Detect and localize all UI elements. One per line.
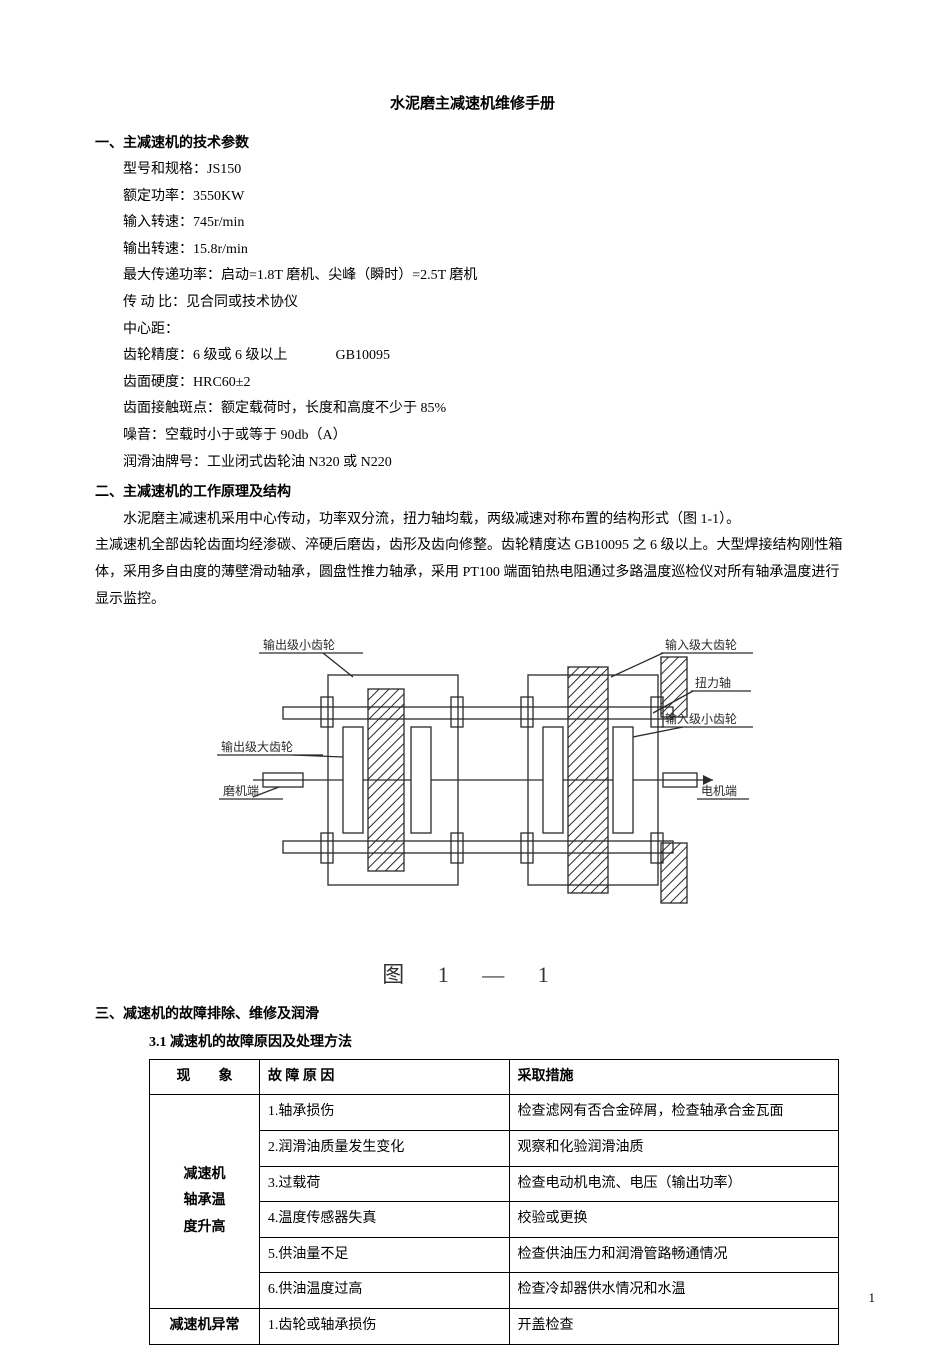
page-number: 1 bbox=[869, 1286, 876, 1311]
label-motor-end: 电机端 bbox=[701, 784, 737, 798]
ph-g1-l2: 轴承温 bbox=[158, 1188, 251, 1215]
param-oil-label: 润滑油牌号： bbox=[123, 455, 207, 470]
cause-cell: 4.温度传感器失真 bbox=[259, 1202, 509, 1238]
action-cell: 检查电动机电流、电压（输出功率） bbox=[509, 1166, 839, 1202]
th-action: 采取措施 bbox=[509, 1059, 839, 1095]
param-noise-value: 空载时小于或等于 90db（A） bbox=[165, 428, 347, 443]
section2-para2: 主减速机全部齿轮齿面均经渗碳、淬硬后磨齿，齿形及齿向修整。齿轮精度达 GB100… bbox=[95, 533, 850, 613]
section3-heading: 三、减速机的故障排除、维修及润滑 bbox=[95, 1002, 850, 1029]
param-hard-label: 齿面硬度： bbox=[123, 375, 193, 390]
gearbox-diagram-icon: 输出级小齿轮 输入级大齿轮 扭力轴 输入级小齿轮 输出级大齿轮 磨机端 电机端 bbox=[193, 627, 753, 937]
fault-table: 现 象 故 障 原 因 采取措施 减速机 轴承温 度升高 1.轴承损伤 检查滤网… bbox=[149, 1059, 839, 1345]
th-cause: 故 障 原 因 bbox=[259, 1059, 509, 1095]
param-input-speed: 输入转速：745r/min bbox=[95, 210, 850, 237]
param-contact-value: 额定载荷时，长度和高度不少于 85% bbox=[221, 401, 446, 416]
param-power-label: 额定功率： bbox=[123, 189, 193, 204]
param-tooth-hardness: 齿面硬度：HRC60±2 bbox=[95, 370, 850, 397]
param-max-trans: 最大传递功率：启动=1.8T 磨机、尖峰（瞬时）=2.5T 磨机 bbox=[95, 263, 850, 290]
label-out-big-gear: 输出级大齿轮 bbox=[221, 739, 293, 754]
th-phenomenon: 现 象 bbox=[150, 1059, 260, 1095]
diagram-caption: 图 1 — 1 bbox=[95, 954, 850, 996]
cause-cell: 6.供油温度过高 bbox=[259, 1273, 509, 1309]
param-model: 型号和规格：JS150 bbox=[95, 157, 850, 184]
param-ratio-value: 见合同或技术协仪 bbox=[186, 295, 298, 310]
param-model-value: JS150 bbox=[207, 162, 241, 177]
param-oil-value: 工业闭式齿轮油 N320 或 N220 bbox=[207, 455, 392, 470]
page-title: 水泥磨主减速机维修手册 bbox=[95, 90, 850, 119]
cause-cell: 1.齿轮或轴承损伤 bbox=[259, 1308, 509, 1344]
param-center-dist: 中心距： bbox=[95, 317, 850, 344]
section1-heading: 一、主减速机的技术参数 bbox=[95, 131, 850, 158]
param-maxtrans-label: 最大传递功率： bbox=[123, 268, 221, 283]
action-cell: 检查供油压力和润滑管路畅通情况 bbox=[509, 1237, 839, 1273]
phenomenon-group2: 减速机异常 bbox=[150, 1308, 260, 1344]
param-input-label: 输入转速： bbox=[123, 215, 193, 230]
action-cell: 校验或更换 bbox=[509, 1202, 839, 1238]
label-torque-shaft: 扭力轴 bbox=[695, 675, 731, 690]
param-output-value: 15.8r/min bbox=[193, 242, 248, 257]
section2-para1: 水泥磨主减速机采用中心传动，功率双分流，扭力轴均载，两级减速对称布置的结构形式（… bbox=[95, 507, 850, 534]
param-gearprec-value: 6 级或 6 级以上 bbox=[193, 348, 288, 363]
param-hard-value: HRC60±2 bbox=[193, 375, 250, 390]
phenomenon-group1: 减速机 轴承温 度升高 bbox=[150, 1095, 260, 1309]
param-ratio-label: 传 动 比： bbox=[123, 295, 186, 310]
table-header-row: 现 象 故 障 原 因 采取措施 bbox=[150, 1059, 839, 1095]
param-input-value: 745r/min bbox=[193, 215, 244, 230]
table-row: 减速机 轴承温 度升高 1.轴承损伤 检查滤网有否合金碎屑，检查轴承合金瓦面 bbox=[150, 1095, 839, 1131]
param-noise: 噪音：空载时小于或等于 90db（A） bbox=[95, 423, 850, 450]
section2-heading: 二、主减速机的工作原理及结构 bbox=[95, 480, 850, 507]
section3-subheading: 3.1 减速机的故障原因及处理方法 bbox=[95, 1030, 850, 1057]
param-gearprec-label: 齿轮精度： bbox=[123, 348, 193, 363]
param-model-label: 型号和规格： bbox=[123, 162, 207, 177]
label-in-big-gear: 输入级大齿轮 bbox=[665, 637, 737, 652]
action-cell: 检查滤网有否合金碎屑，检查轴承合金瓦面 bbox=[509, 1095, 839, 1131]
ph-g1-l1: 减速机 bbox=[158, 1162, 251, 1189]
param-output-speed: 输出转速：15.8r/min bbox=[95, 237, 850, 264]
table-row: 减速机异常 1.齿轮或轴承损伤 开盖检查 bbox=[150, 1308, 839, 1344]
action-cell: 开盖检查 bbox=[509, 1308, 839, 1344]
param-output-label: 输出转速： bbox=[123, 242, 193, 257]
param-contact-label: 齿面接触斑点： bbox=[123, 401, 221, 416]
param-gear-precision: 齿轮精度：6 级或 6 级以上 GB10095 bbox=[95, 343, 850, 370]
param-ratio: 传 动 比：见合同或技术协仪 bbox=[95, 290, 850, 317]
action-cell: 检查冷却器供水情况和水温 bbox=[509, 1273, 839, 1309]
cause-cell: 1.轴承损伤 bbox=[259, 1095, 509, 1131]
param-gearprec-std: GB10095 bbox=[336, 348, 390, 363]
param-noise-label: 噪音： bbox=[123, 428, 165, 443]
label-out-small-gear: 输出级小齿轮 bbox=[263, 637, 335, 652]
label-mill-end: 磨机端 bbox=[223, 784, 259, 798]
cause-cell: 5.供油量不足 bbox=[259, 1237, 509, 1273]
cause-cell: 2.润滑油质量发生变化 bbox=[259, 1130, 509, 1166]
diagram-figure: 输出级小齿轮 输入级大齿轮 扭力轴 输入级小齿轮 输出级大齿轮 磨机端 电机端 bbox=[95, 627, 850, 995]
action-cell: 观察和化验润滑油质 bbox=[509, 1130, 839, 1166]
param-oil: 润滑油牌号：工业闭式齿轮油 N320 或 N220 bbox=[95, 450, 850, 477]
param-contact: 齿面接触斑点：额定载荷时，长度和高度不少于 85% bbox=[95, 396, 850, 423]
cause-cell: 3.过载荷 bbox=[259, 1166, 509, 1202]
param-power-value: 3550KW bbox=[193, 189, 244, 204]
ph-g1-l3: 度升高 bbox=[158, 1215, 251, 1242]
param-centerdist-label: 中心距： bbox=[123, 322, 179, 337]
param-power: 额定功率：3550KW bbox=[95, 184, 850, 211]
param-maxtrans-value: 启动=1.8T 磨机、尖峰（瞬时）=2.5T 磨机 bbox=[221, 268, 477, 283]
label-in-small-gear: 输入级小齿轮 bbox=[665, 711, 737, 726]
